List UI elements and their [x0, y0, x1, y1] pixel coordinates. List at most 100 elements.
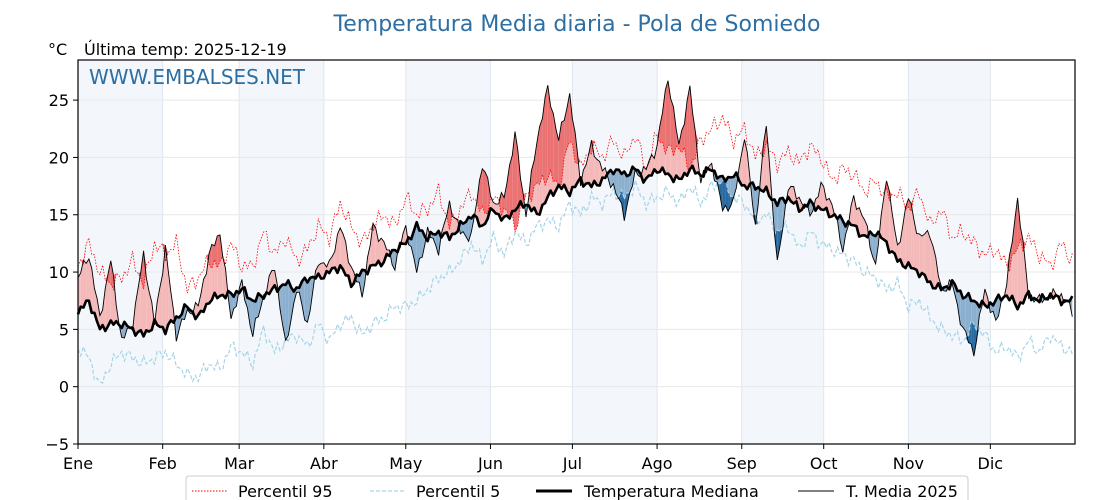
fill-above-p95 [566, 93, 570, 149]
fill-above-median [583, 164, 587, 187]
x-tick-label: Nov [893, 454, 924, 473]
fill-above-median [206, 253, 210, 304]
fill-above-median [823, 186, 827, 210]
fill-above-p95 [886, 180, 890, 201]
fill-above-median [596, 159, 600, 186]
fill-above-median [452, 216, 455, 234]
fill-above-median [102, 288, 106, 331]
x-tick-label: Sep [727, 454, 757, 473]
fill-above-median [1023, 241, 1026, 304]
fill-above-p95 [1017, 197, 1021, 248]
fill-below-p5 [722, 176, 726, 211]
series-line-2025 [77, 80, 1073, 357]
fill-above-p95 [479, 168, 483, 212]
fill-above-p95 [484, 171, 488, 214]
fill-above-median [908, 198, 912, 269]
fill-above-median [919, 233, 923, 277]
series-line-median [76, 164, 1074, 338]
fill-above-median [80, 260, 84, 308]
fill-below-median [842, 220, 846, 253]
fill-above-median [851, 195, 854, 226]
fill-above-median [790, 186, 794, 204]
legend-p95-label: Percentil 95 [238, 482, 333, 500]
fill-below-median [468, 216, 472, 242]
fill-above-median [897, 242, 901, 262]
fill-above-median [146, 277, 150, 332]
fill-above-median [157, 287, 160, 327]
plot-frame [77, 59, 1076, 445]
fill-above-p95 [561, 120, 565, 185]
fill-above-median [168, 269, 171, 325]
fill-above-p95 [569, 93, 573, 144]
fill-above-median [818, 182, 821, 210]
fill-below-median [252, 300, 256, 337]
fill-below-p5 [968, 320, 972, 344]
fill-below-median [419, 230, 423, 259]
fill-above-median [149, 291, 152, 332]
fill-above-median [198, 294, 201, 315]
fill-above-p95 [1009, 242, 1013, 272]
fill-above-median [886, 180, 890, 253]
fill-above-p95 [553, 113, 557, 183]
fill-above-median [820, 182, 824, 210]
fill-above-p95 [692, 112, 696, 161]
fill-above-median [378, 238, 382, 267]
fill-above-p95 [446, 200, 450, 230]
fill-above-median [159, 273, 163, 328]
fill-above-p95 [545, 85, 548, 185]
fill-above-median [853, 195, 857, 227]
fill-below-median [307, 277, 311, 323]
fill-above-median [799, 197, 802, 212]
last-temp-subtitle: Última temp: 2025-12-19 [84, 40, 287, 59]
fill-above-p95 [556, 129, 559, 187]
fill-above-p95 [520, 178, 524, 207]
x-tick-label: Jul [562, 454, 582, 473]
series-line-p5 [77, 174, 1073, 385]
fill-above-median [930, 238, 933, 289]
fill-above-median [105, 274, 109, 331]
x-tick-label: Abr [310, 454, 338, 473]
y-tick-label: 15 [49, 206, 69, 225]
fill-above-p95 [531, 160, 535, 203]
fill-above-p95 [501, 192, 505, 217]
fill-above-p95 [550, 106, 554, 183]
fill-above-median [932, 246, 936, 289]
y-tick-label: 25 [49, 91, 69, 110]
fill-above-p95 [108, 260, 111, 284]
fill-below-median [362, 269, 365, 298]
fill-above-median [883, 180, 887, 242]
fill-below-median [301, 277, 305, 320]
fill-below-median [304, 277, 308, 323]
fill-below-p5 [971, 320, 974, 357]
fill-above-median [859, 207, 862, 237]
fill-below-median [291, 287, 294, 320]
fill-above-median [373, 223, 376, 266]
fill-above-median [321, 262, 324, 279]
fill-above-p95 [687, 85, 690, 173]
fill-below-median [282, 284, 286, 341]
fill-above-median [911, 203, 914, 269]
fill-above-p95 [908, 198, 912, 212]
x-tick-label: Oct [810, 454, 838, 473]
fill-above-median [739, 152, 742, 186]
fill-above-median [984, 289, 988, 308]
fill-below-median [280, 284, 283, 327]
fill-below-median [285, 280, 289, 341]
fill-above-median [370, 223, 374, 266]
fill-above-p95 [539, 118, 543, 185]
y-tick-label: 20 [49, 148, 69, 167]
fill-below-median [435, 230, 439, 256]
fill-below-median [733, 172, 737, 198]
fill-above-median [83, 260, 87, 308]
fill-above-median [91, 268, 95, 313]
fill-above-p95 [534, 142, 537, 186]
fill-below-median [965, 293, 969, 343]
fill-above-p95 [673, 106, 677, 157]
fill-above-p95 [1014, 197, 1018, 254]
legend-p5-label: Percentil 5 [416, 482, 500, 500]
fill-above-p95 [659, 112, 663, 143]
fill-below-p5 [725, 176, 729, 212]
fill-above-median [586, 153, 589, 184]
x-tick-label: May [389, 454, 422, 473]
